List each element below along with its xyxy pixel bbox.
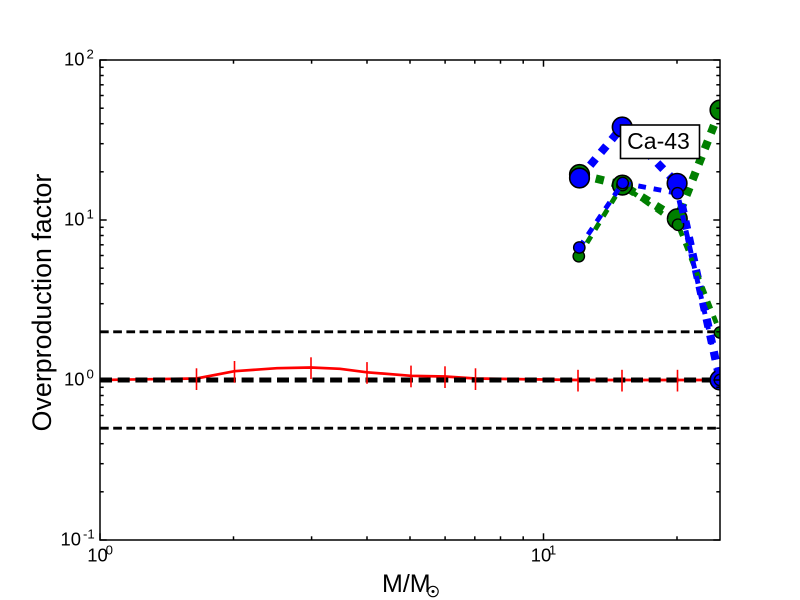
svg-text:10: 10 — [87, 544, 107, 565]
svg-text:1: 1 — [549, 542, 556, 557]
svg-text:10: 10 — [61, 528, 81, 549]
svg-text:10: 10 — [531, 544, 551, 565]
svg-text:2: 2 — [87, 46, 94, 61]
svg-text:-1: -1 — [83, 526, 95, 541]
svg-text:1: 1 — [87, 206, 94, 221]
svg-text:10: 10 — [64, 368, 84, 389]
svg-text:10: 10 — [64, 48, 84, 69]
svg-text:Ca-43: Ca-43 — [627, 128, 690, 154]
svg-text:Overproduction factor: Overproduction factor — [27, 174, 57, 432]
svg-text:0: 0 — [87, 366, 94, 381]
svg-text:0: 0 — [106, 542, 113, 557]
svg-text:M/M: M/M — [382, 570, 431, 598]
svg-text:10: 10 — [64, 208, 84, 229]
